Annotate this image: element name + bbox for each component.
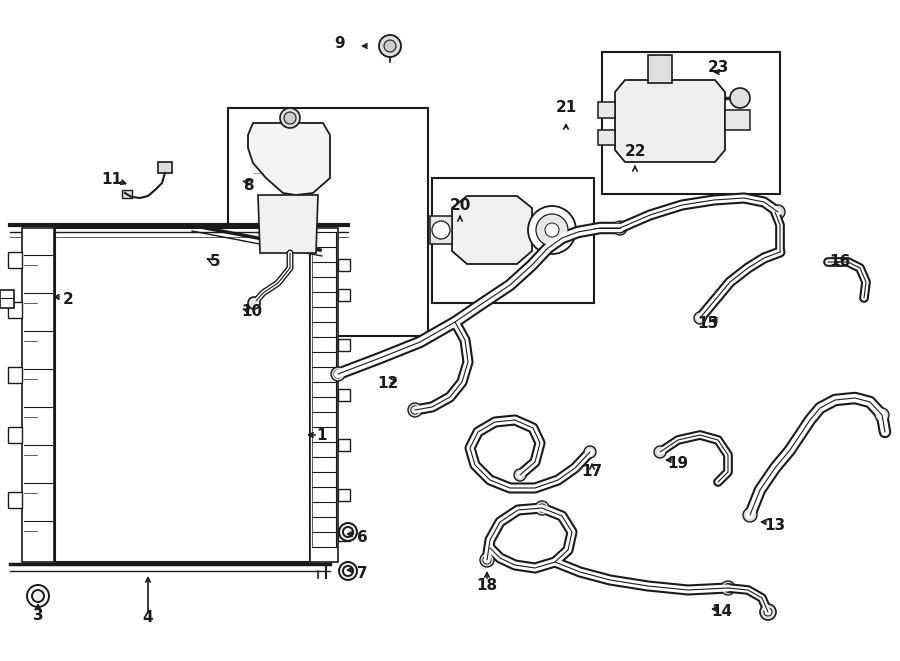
Text: 23: 23 xyxy=(707,61,729,75)
Polygon shape xyxy=(430,216,452,244)
Circle shape xyxy=(764,608,772,616)
Circle shape xyxy=(538,504,546,512)
Polygon shape xyxy=(22,228,54,562)
Circle shape xyxy=(411,406,419,414)
Text: 18: 18 xyxy=(476,578,498,592)
Circle shape xyxy=(248,297,260,309)
Circle shape xyxy=(32,590,44,602)
Polygon shape xyxy=(598,130,615,145)
Text: 8: 8 xyxy=(243,178,253,192)
Circle shape xyxy=(408,403,422,417)
Polygon shape xyxy=(8,367,22,383)
Polygon shape xyxy=(158,162,172,173)
Circle shape xyxy=(730,88,750,108)
Circle shape xyxy=(480,553,494,567)
Polygon shape xyxy=(452,196,532,264)
Polygon shape xyxy=(338,289,350,301)
Circle shape xyxy=(280,108,300,128)
Circle shape xyxy=(432,221,450,239)
Bar xyxy=(648,55,672,83)
Bar xyxy=(0,290,14,308)
Polygon shape xyxy=(258,195,318,253)
Bar xyxy=(602,52,780,194)
Circle shape xyxy=(535,501,549,515)
Bar xyxy=(432,178,594,303)
Text: 12: 12 xyxy=(377,375,399,391)
Text: 20: 20 xyxy=(449,198,471,212)
Polygon shape xyxy=(338,439,350,451)
Circle shape xyxy=(613,221,627,235)
Text: 5: 5 xyxy=(210,254,220,270)
Text: 19: 19 xyxy=(668,455,688,471)
Polygon shape xyxy=(248,123,330,195)
Circle shape xyxy=(584,446,596,458)
Polygon shape xyxy=(8,427,22,443)
Text: 6: 6 xyxy=(356,529,367,545)
Polygon shape xyxy=(338,529,350,541)
Polygon shape xyxy=(122,190,132,198)
Circle shape xyxy=(343,527,353,537)
Polygon shape xyxy=(310,228,338,562)
Circle shape xyxy=(760,604,776,620)
Circle shape xyxy=(528,206,576,254)
Polygon shape xyxy=(338,389,350,401)
Circle shape xyxy=(694,312,706,324)
Circle shape xyxy=(654,446,666,458)
Polygon shape xyxy=(8,302,22,318)
Circle shape xyxy=(724,584,732,592)
Circle shape xyxy=(331,367,345,381)
Polygon shape xyxy=(8,492,22,508)
Bar xyxy=(228,108,428,336)
Text: 1: 1 xyxy=(317,428,328,442)
Circle shape xyxy=(721,581,735,595)
Polygon shape xyxy=(615,80,725,162)
Circle shape xyxy=(339,523,357,541)
Circle shape xyxy=(343,566,353,576)
Text: 11: 11 xyxy=(102,173,122,188)
Polygon shape xyxy=(8,252,22,268)
Circle shape xyxy=(384,40,396,52)
Circle shape xyxy=(339,562,357,580)
Text: 2: 2 xyxy=(63,293,74,307)
Circle shape xyxy=(27,585,49,607)
Text: 13: 13 xyxy=(764,518,786,533)
Text: 22: 22 xyxy=(625,145,646,159)
Polygon shape xyxy=(725,110,750,130)
Text: 7: 7 xyxy=(356,566,367,580)
Circle shape xyxy=(743,508,757,522)
Circle shape xyxy=(514,469,526,481)
Text: 15: 15 xyxy=(698,315,718,330)
Circle shape xyxy=(284,112,296,124)
Circle shape xyxy=(616,224,624,232)
Text: 9: 9 xyxy=(335,36,346,52)
Polygon shape xyxy=(598,102,615,118)
Text: 14: 14 xyxy=(711,605,733,619)
Bar xyxy=(55,228,310,562)
Circle shape xyxy=(771,205,785,219)
Text: 17: 17 xyxy=(581,465,603,479)
Circle shape xyxy=(536,214,568,246)
Text: 3: 3 xyxy=(32,607,43,623)
Circle shape xyxy=(875,408,889,422)
Text: 21: 21 xyxy=(555,100,577,116)
Polygon shape xyxy=(338,489,350,501)
Circle shape xyxy=(545,223,559,237)
Text: 4: 4 xyxy=(143,611,153,625)
Circle shape xyxy=(483,556,491,564)
Text: 10: 10 xyxy=(241,305,263,319)
Circle shape xyxy=(334,370,342,378)
Polygon shape xyxy=(338,339,350,351)
Polygon shape xyxy=(338,259,350,271)
Circle shape xyxy=(379,35,401,57)
Text: 16: 16 xyxy=(830,254,850,270)
